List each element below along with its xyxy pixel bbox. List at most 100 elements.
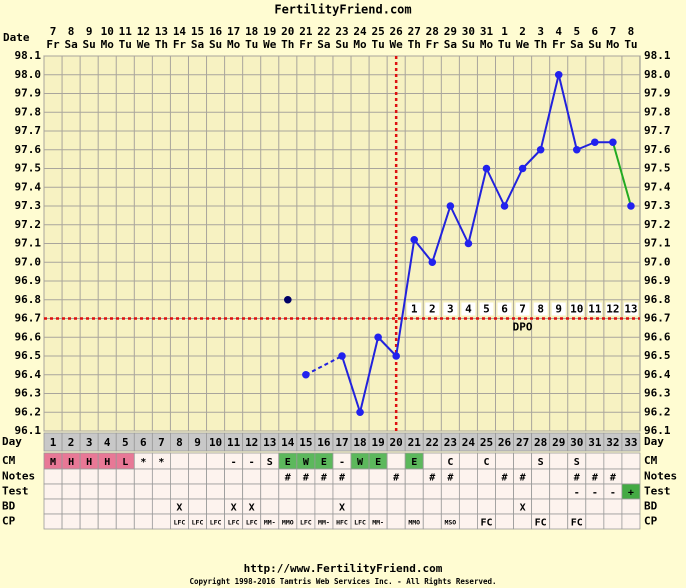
- cell-value: -: [574, 488, 580, 499]
- cell: [188, 452, 207, 470]
- date: 10: [101, 25, 114, 38]
- date: 12: [137, 25, 150, 38]
- cp-value: MMO: [282, 519, 294, 527]
- row-label-right: Test: [644, 485, 671, 498]
- cell-value: 14: [281, 436, 295, 449]
- cell-value: 29: [552, 436, 565, 449]
- cell: [603, 452, 623, 470]
- temp-line: [467, 168, 488, 244]
- dpo-box: [497, 302, 512, 316]
- row-label: Test: [2, 485, 29, 498]
- cell: [477, 468, 496, 485]
- cell-value: 20: [390, 436, 403, 449]
- cp-value: LFC: [354, 519, 366, 527]
- temp-line: [341, 355, 362, 413]
- cell-value: 4: [104, 436, 111, 449]
- cp-value: FC: [535, 518, 547, 529]
- date: 8: [628, 25, 635, 38]
- cell-value: 19: [371, 436, 384, 449]
- cell: [188, 483, 207, 500]
- cell-value: X: [231, 503, 237, 514]
- cell: [278, 483, 298, 500]
- cell: [458, 498, 478, 515]
- cell-value: *: [140, 457, 146, 468]
- temp-point: [338, 352, 346, 360]
- cell-value: #: [610, 473, 616, 484]
- dpo-number: 8: [537, 303, 544, 316]
- cell: [567, 498, 587, 515]
- temp-point: [410, 235, 419, 244]
- temp-point: [500, 202, 509, 210]
- cell: [585, 498, 605, 515]
- cell-value: 28: [534, 436, 547, 449]
- temp-point: [572, 145, 581, 154]
- weekday: Su: [588, 38, 601, 51]
- cell-value: -: [592, 488, 598, 499]
- cell: [549, 498, 569, 515]
- y-tick-label: 97.0: [15, 255, 42, 268]
- row-label: Notes: [2, 470, 35, 483]
- dpo-number: 12: [606, 303, 619, 316]
- cell-value: #: [339, 473, 345, 484]
- dpo-box: [461, 302, 476, 316]
- cell: [151, 468, 171, 485]
- cell-value: 16: [317, 436, 331, 449]
- y-tick-label-right: 96.8: [644, 293, 671, 306]
- weekday: Th: [155, 38, 168, 51]
- y-tick-label: 97.9: [15, 87, 42, 100]
- cell: [206, 468, 225, 485]
- cell: [61, 483, 81, 500]
- temp-point: [446, 202, 455, 210]
- date: 14: [173, 25, 187, 38]
- cell-value: -: [339, 457, 345, 468]
- cell: [621, 513, 641, 530]
- cell-value: E: [375, 457, 381, 468]
- cell-value: X: [176, 503, 182, 514]
- date: 9: [86, 25, 93, 38]
- y-tick-label: 96.1: [15, 424, 42, 437]
- cell: [97, 483, 117, 500]
- y-tick-label-right: 97.9: [644, 87, 671, 100]
- y-tick-label-right: 96.2: [644, 405, 671, 418]
- cell-value: -: [249, 457, 255, 468]
- y-tick-label: 97.2: [15, 218, 42, 231]
- dpo-box: [569, 302, 584, 316]
- temp-line: [377, 336, 397, 357]
- cell-value: 32: [606, 436, 619, 449]
- y-tick-label-right: 97.6: [644, 143, 671, 156]
- weekday: Tu: [624, 38, 637, 51]
- cell-value: 17: [335, 436, 348, 449]
- cell-value: 25: [480, 436, 493, 449]
- date: 15: [191, 25, 204, 38]
- cell-value: 5: [122, 436, 129, 449]
- row-label-right: Notes: [644, 470, 677, 483]
- y-tick-label-right: 97.8: [644, 105, 671, 118]
- row-label: CP: [2, 515, 16, 528]
- date: 18: [245, 25, 258, 38]
- cell: [79, 498, 99, 515]
- temp-point: [554, 70, 563, 79]
- cp-value: LFC: [246, 519, 258, 527]
- y-tick-label-right: 97.4: [644, 180, 671, 193]
- cp-value: LFC: [300, 519, 312, 527]
- date: 23: [335, 25, 348, 38]
- cell: [43, 468, 63, 485]
- cell: [79, 483, 99, 500]
- y-tick-label-right: 96.6: [644, 330, 671, 343]
- cell-value: 31: [588, 436, 602, 449]
- weekday: Su: [83, 38, 96, 51]
- cell: [314, 483, 334, 500]
- y-tick-label: 97.8: [15, 105, 42, 118]
- cp-value: HFC: [336, 519, 348, 527]
- temp-point: [464, 239, 473, 248]
- cell: [513, 483, 533, 500]
- cell: [79, 468, 99, 485]
- cell: [386, 483, 406, 500]
- y-tick-label: 96.9: [15, 274, 42, 287]
- temp-line: [413, 239, 434, 263]
- temp-point: [518, 164, 527, 173]
- cell: [531, 468, 551, 485]
- date: 5: [573, 25, 580, 38]
- cell-value: +: [628, 488, 634, 499]
- date: 8: [68, 25, 75, 38]
